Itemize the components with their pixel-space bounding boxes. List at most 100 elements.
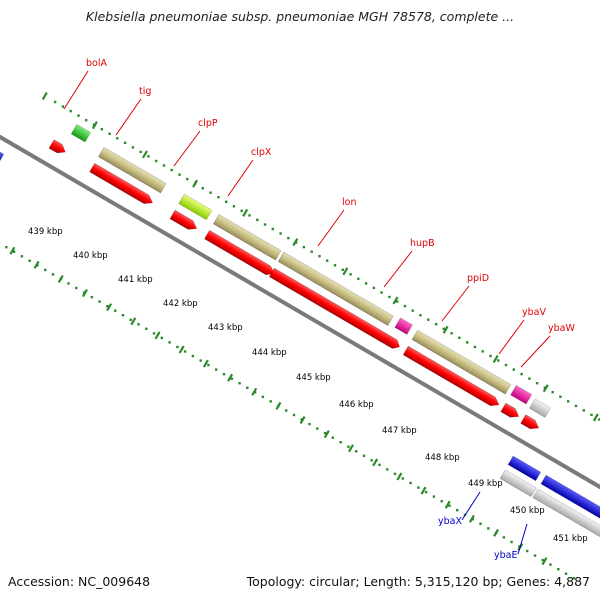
- cds-hupB: [384, 335, 400, 349]
- gene-label-tig[interactable]: tig: [139, 86, 151, 97]
- outer-guide-dot: [364, 282, 368, 285]
- inner-guide-dot: [285, 409, 288, 412]
- inner-guide-dot: [246, 386, 249, 389]
- inner-guide-dot: [75, 286, 78, 290]
- inner-guide-dot: [355, 450, 358, 453]
- inner-guide-dot: [152, 332, 156, 335]
- inner-major-tick: [130, 317, 137, 326]
- outer-guide-dot: [69, 109, 72, 113]
- outer-guide-dot: [225, 200, 228, 203]
- outer-guide-dot: [551, 391, 554, 394]
- inner-major-tick: [348, 444, 354, 453]
- gene-label-ppiD[interactable]: ppiD: [467, 273, 489, 284]
- inner-guide-dot: [409, 481, 412, 485]
- cds-bolA: [48, 139, 66, 154]
- outer-guide-dot: [520, 372, 523, 376]
- outer-guide-dot: [341, 268, 344, 271]
- inner-guide-dot: [479, 522, 482, 525]
- cds-ybaW: [520, 414, 540, 430]
- gene-label-ybaW[interactable]: ybaW: [548, 323, 575, 334]
- outer-guide-dot: [419, 314, 422, 317]
- outer-major-tick: [142, 150, 148, 159]
- gene-label-leader: [115, 98, 142, 136]
- inner-guide-dot: [114, 309, 117, 312]
- inner-guide-dot: [564, 572, 568, 575]
- inner-guide-dot: [238, 382, 241, 385]
- gene-label-hupB[interactable]: hupB: [410, 238, 435, 249]
- inner-guide-dot: [424, 490, 428, 494]
- outer-guide-dot: [598, 418, 600, 421]
- outer-guide-dot: [442, 327, 445, 330]
- outer-guide-dot: [116, 137, 119, 140]
- inner-guide-dot: [176, 345, 179, 349]
- scale-label: 440 kbp: [73, 251, 108, 261]
- outer-guide-dot: [108, 132, 111, 135]
- backbone: [0, 134, 600, 490]
- gene-label-bolA[interactable]: bolA: [86, 58, 107, 69]
- inner-guide-dot: [456, 509, 459, 512]
- cds-ybaV: [500, 402, 520, 418]
- outer-guide-dot: [567, 400, 570, 403]
- inner-major-tick: [396, 472, 403, 481]
- gene-label-clpX[interactable]: clpX: [251, 147, 272, 158]
- scale-label: 441 kbp: [118, 275, 153, 285]
- scale-label: 447 kbp: [382, 426, 417, 436]
- outer-guide-dot: [357, 277, 360, 281]
- inner-guide-dot: [199, 359, 202, 362]
- inner-guide-dot: [106, 305, 109, 308]
- gene-label-clpP[interactable]: clpP: [198, 118, 218, 129]
- gene-block-clpP: [178, 193, 213, 221]
- outer-guide-dot: [240, 209, 243, 213]
- scale-ticks: [5, 91, 600, 580]
- gene-label-ybaX[interactable]: ybaX: [438, 516, 462, 527]
- inner-guide-dot: [370, 459, 373, 462]
- outer-guide-dot: [512, 368, 515, 371]
- inner-guide-dot: [378, 463, 381, 467]
- inner-guide-dot: [230, 377, 233, 380]
- outer-major-tick: [542, 384, 549, 393]
- outer-major-tick: [192, 179, 199, 188]
- cds-ppiD: [402, 345, 500, 407]
- inner-major-tick: [33, 260, 40, 269]
- inner-major-tick: [227, 373, 234, 382]
- outer-guide-dot: [123, 141, 127, 144]
- inner-guide-dot: [533, 554, 537, 557]
- outer-major-tick: [41, 91, 48, 100]
- outer-guide-dot: [61, 105, 65, 108]
- scale-label: 449 kbp: [468, 479, 503, 489]
- inner-guide-dot: [215, 368, 218, 371]
- gene-block-ybaX: [499, 469, 537, 498]
- inner-major-tick: [9, 246, 16, 255]
- outer-guide-dot: [147, 155, 150, 158]
- cds-left-edge: [0, 146, 5, 164]
- inner-guide-dot: [362, 454, 366, 457]
- gene-label-ybaV[interactable]: ybaV: [522, 307, 546, 318]
- scale-label: 451 kbp: [553, 534, 588, 544]
- gene-block-hupB: [394, 317, 413, 335]
- inner-guide-dot: [526, 549, 529, 553]
- inner-guide-dot: [292, 413, 296, 417]
- inner-major-tick: [372, 458, 379, 467]
- cds-clpP: [169, 209, 198, 230]
- inner-guide-dot: [323, 431, 327, 435]
- inner-guide-dot: [44, 268, 47, 272]
- gene-block-clpX: [212, 213, 282, 261]
- outer-guide-dot: [535, 382, 539, 385]
- gene-label-lon[interactable]: lon: [342, 197, 356, 208]
- inner-guide-dot: [487, 527, 490, 530]
- scale-label: 450 kbp: [510, 506, 545, 516]
- gene-label-leader: [498, 319, 525, 355]
- inner-major-tick: [81, 289, 88, 298]
- outer-guide-dot: [450, 332, 453, 335]
- outer-major-tick: [91, 121, 98, 130]
- scale-label: 448 kbp: [425, 453, 460, 463]
- scale-label: 446 kbp: [339, 400, 374, 410]
- cds-clpX: [204, 229, 275, 276]
- gene-label-leader: [227, 159, 254, 197]
- gene-label-ybaE[interactable]: ybaE: [494, 550, 517, 561]
- inner-guide-dot: [137, 323, 140, 326]
- gene-label-leader: [461, 491, 481, 521]
- cds-ybaE: [540, 474, 600, 530]
- scale-label: 443 kbp: [208, 323, 243, 333]
- outer-guide-dot: [489, 354, 492, 358]
